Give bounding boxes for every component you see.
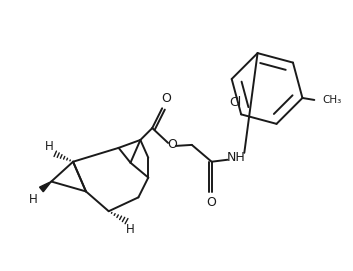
Text: H: H [29,193,38,206]
Text: NH: NH [227,151,246,164]
Text: CH₃: CH₃ [322,95,341,105]
Polygon shape [40,182,51,192]
Text: O: O [207,196,217,209]
Text: H: H [126,222,135,235]
Text: Cl: Cl [229,96,241,109]
Text: O: O [167,138,177,151]
Text: H: H [45,140,54,153]
Text: O: O [161,92,171,105]
